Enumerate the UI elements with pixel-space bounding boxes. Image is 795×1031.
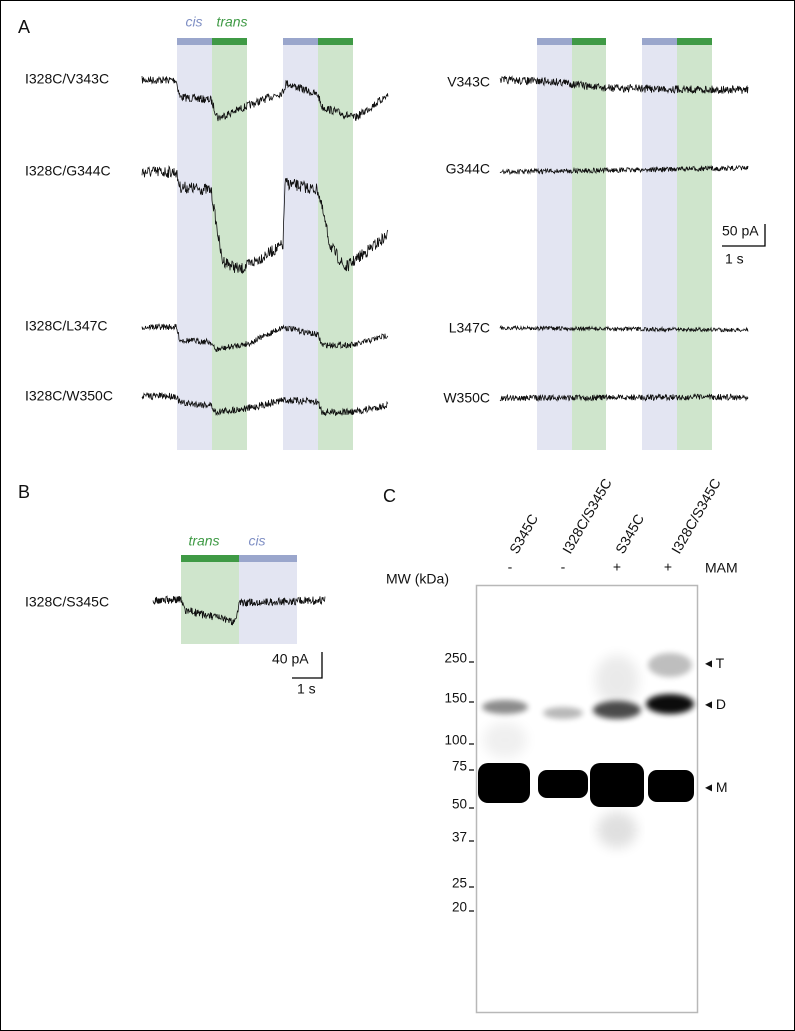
band-m xyxy=(590,763,644,807)
cis-bar xyxy=(642,38,677,45)
band-label: ◂ M xyxy=(705,779,728,795)
panel-label: B xyxy=(18,482,30,502)
cis-shade xyxy=(177,45,212,450)
trace-label: L347C xyxy=(449,320,490,336)
current-trace xyxy=(141,323,389,352)
scale-time: 1 s xyxy=(297,681,316,697)
current-trace xyxy=(141,75,389,122)
cis-shade xyxy=(642,45,677,450)
band-m xyxy=(538,770,588,798)
trans-shade xyxy=(572,45,606,450)
cis-bar xyxy=(177,38,212,45)
scale-bar: 50 pA 1 s xyxy=(722,223,766,267)
cis-label: cis xyxy=(248,533,265,549)
band-d xyxy=(593,701,641,719)
trans-bar xyxy=(181,555,239,562)
band-label: ◂ D xyxy=(705,696,726,712)
cis-shade xyxy=(537,45,572,450)
band-t xyxy=(648,653,692,677)
band-m xyxy=(478,763,530,803)
smear xyxy=(597,812,637,848)
trans-bar xyxy=(318,38,353,45)
trace-label: I328C/W350C xyxy=(25,388,113,404)
trans-shade xyxy=(677,45,712,450)
mw-marker: 250 xyxy=(444,651,467,666)
trans-bar xyxy=(212,38,247,45)
mw-marker: 25 xyxy=(452,876,467,891)
current-trace xyxy=(141,165,389,274)
cis-bar xyxy=(239,555,297,562)
band-m xyxy=(648,770,694,802)
mw-marker: 100 xyxy=(444,733,467,748)
mam-sign: - xyxy=(508,559,513,575)
current-trace xyxy=(152,595,326,626)
trace-label: I328C/G344C xyxy=(25,163,111,179)
mw-label: MW (kDa) xyxy=(386,571,449,587)
scale-current: 40 pA xyxy=(272,651,309,667)
trans-label: trans xyxy=(216,14,247,30)
current-trace xyxy=(499,393,749,402)
blot xyxy=(475,584,699,1014)
band-letter: T xyxy=(716,655,725,671)
cis-label: cis xyxy=(185,14,202,30)
band-d xyxy=(543,707,583,719)
trans-bar xyxy=(572,38,606,45)
traces xyxy=(141,75,749,626)
current-trace xyxy=(141,391,389,417)
mam-sign: + xyxy=(613,559,621,575)
mam-label: MAM xyxy=(705,560,738,576)
trans-bar xyxy=(677,38,712,45)
current-trace xyxy=(499,164,749,176)
scale-bar-lines xyxy=(292,652,323,679)
current-trace xyxy=(499,75,749,95)
mam-sign: - xyxy=(561,559,566,575)
band-d xyxy=(646,694,694,714)
band-label: ◂ T xyxy=(705,655,725,671)
scale-bar-lines xyxy=(722,224,766,247)
mw-marker: 75 xyxy=(452,759,467,774)
mw-marker: 50 xyxy=(452,797,467,812)
cis-bar xyxy=(283,38,318,45)
scale-time: 1 s xyxy=(725,251,744,267)
trace-label: I328C/V343C xyxy=(25,71,109,87)
panel-label: C xyxy=(383,486,396,506)
cis-shade xyxy=(283,45,318,450)
panel-label: A xyxy=(18,17,30,37)
trace-label: I328C/S345C xyxy=(25,594,109,610)
scale-current: 50 pA xyxy=(722,223,759,239)
band-d xyxy=(482,700,528,714)
band-letter: M xyxy=(716,779,728,795)
band-letter: D xyxy=(716,696,726,712)
panel-a-shading xyxy=(177,38,712,450)
trans-shade xyxy=(181,562,239,644)
trace-label: V343C xyxy=(447,74,490,90)
trace-label: I328C/L347C xyxy=(25,318,108,334)
smear xyxy=(483,722,527,758)
smear xyxy=(595,655,639,705)
mw-marker: 20 xyxy=(452,900,467,915)
trace-label: G344C xyxy=(446,161,490,177)
trans-shade xyxy=(212,45,247,450)
current-trace xyxy=(499,325,749,333)
scale-bar: 40 pA 1 s xyxy=(272,651,323,697)
mam-sign: + xyxy=(664,559,672,575)
mw-marker: 150 xyxy=(444,691,467,706)
cis-bar xyxy=(537,38,572,45)
trace-label: W350C xyxy=(443,390,490,406)
trans-shade xyxy=(318,45,353,450)
mw-markers: 250 150 100 75 50 37 25 20 xyxy=(444,651,474,915)
trans-label: trans xyxy=(188,533,219,549)
mw-marker: 37 xyxy=(452,830,467,845)
